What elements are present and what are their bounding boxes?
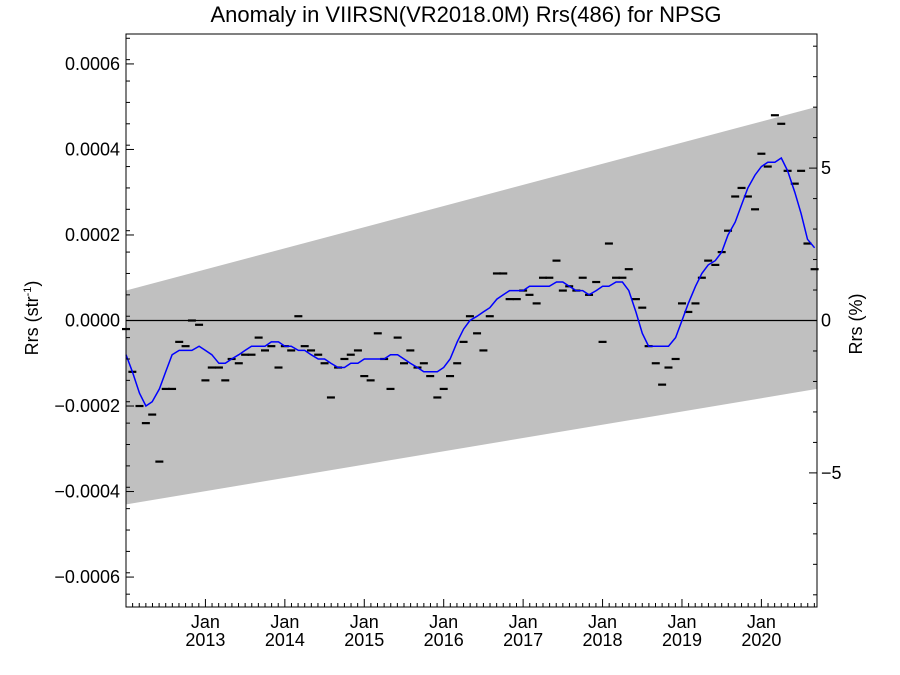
y2-tick-label-1: 0 — [821, 311, 831, 331]
x-tick-label-year-4: 2017 — [503, 630, 543, 650]
y-tick-label-4: −0.0002 — [54, 396, 120, 416]
x-tick-label-year-5: 2018 — [583, 630, 623, 650]
x-tick-label-month-1: Jan — [270, 612, 299, 632]
y-tick-label-1: 0.0004 — [65, 139, 120, 159]
y2-tick-label-0: 5 — [821, 158, 831, 178]
uncertainty-band — [126, 106, 817, 505]
plot-area: 0.0006 0.0004 0.0002 0.0000 −0.0002 −0.0004 −0… — [54, 33, 842, 650]
smoothed-line-series-1 — [125, 156, 816, 408]
y-axis-label-left: Rrs (str-1) — [22, 281, 42, 356]
x-tick-label-month-6: Jan — [667, 612, 696, 632]
x-tick-label-year-2: 2015 — [344, 630, 384, 650]
x-tick-label-year-3: 2016 — [424, 630, 464, 650]
y-tick-label-2: 0.0002 — [65, 225, 120, 245]
x-tick-label-month-7: Jan — [747, 612, 776, 632]
x-tick-label-year-7: 2020 — [741, 630, 781, 650]
x-tick-label-month-3: Jan — [429, 612, 458, 632]
y-tick-label-3: 0.0000 — [65, 311, 120, 331]
x-tick-label-month-2: Jan — [350, 612, 379, 632]
chart-title: Anomaly in VIIRSN(VR2018.0M) Rrs(486) fo… — [210, 2, 721, 27]
x-tick-label-month-0: Jan — [191, 612, 220, 632]
y-axis-label-right: Rrs (%) — [846, 294, 866, 355]
y-axis-label-left-end: ) — [22, 281, 42, 287]
x-tick-label-month-5: Jan — [588, 612, 617, 632]
y-tick-label-5: −0.0004 — [54, 482, 120, 502]
y-axis-label-left-superscript: -1 — [22, 287, 34, 297]
x-tick-label-year-1: 2014 — [265, 630, 305, 650]
x-tick-label-year-6: 2019 — [662, 630, 702, 650]
x-tick-label-month-4: Jan — [509, 612, 538, 632]
y-tick-label-6: −0.0006 — [54, 567, 120, 587]
y2-tick-label-2: −5 — [821, 463, 842, 483]
x-tick-label-year-0: 2013 — [185, 630, 225, 650]
y-tick-label-0: 0.0006 — [65, 54, 120, 74]
y-axis-label-left-main: Rrs (str — [22, 296, 42, 355]
